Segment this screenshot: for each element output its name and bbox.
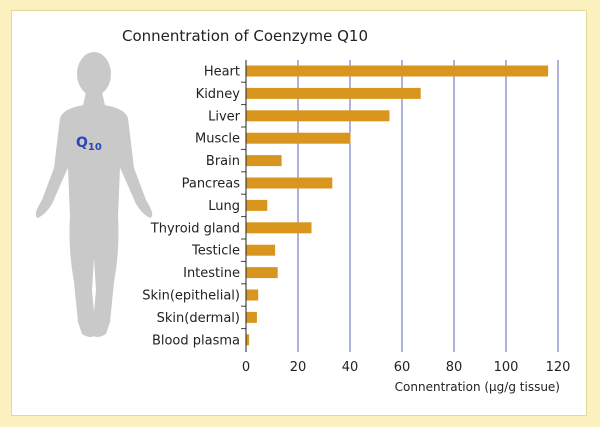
bar [246, 311, 257, 323]
bar [246, 334, 250, 346]
category-label: Brain [206, 154, 240, 169]
bars [241, 65, 549, 346]
category-labels: Heart Kidney Liver Muscle Brain Pancreas Lung T… [142, 65, 240, 349]
x-tick-label: 60 [394, 360, 411, 375]
category-label: Skin(dermal) [157, 311, 240, 326]
chart-title: Connentration of Coenzyme Q10 [122, 27, 369, 45]
category-label: Heart [204, 65, 240, 80]
x-tick-labels: 0 20 40 60 80 100 120 [242, 360, 571, 375]
bar [246, 222, 312, 234]
human-silhouette-icon [35, 52, 153, 337]
bar [246, 244, 276, 256]
category-label: Testicle [191, 244, 240, 259]
bar [246, 267, 278, 279]
bar [246, 177, 333, 189]
bar [246, 289, 259, 301]
bar [246, 65, 549, 77]
x-tick-label: 100 [494, 360, 519, 375]
q10-label: Q10 [76, 135, 102, 153]
x-tick-label: 80 [446, 360, 463, 375]
q10-label-q: Q [76, 135, 88, 151]
category-label: Muscle [195, 132, 240, 147]
x-tick-label: 0 [242, 360, 250, 375]
x-tick-label: 120 [546, 360, 571, 375]
bar [246, 132, 351, 144]
x-axis-title: Connentration (µg/g tissue) [395, 380, 560, 394]
bar [246, 110, 390, 122]
x-tick-label: 20 [290, 360, 307, 375]
category-label: Pancreas [182, 177, 241, 192]
category-label: Liver [208, 109, 241, 124]
category-label: Skin(epithelial) [142, 289, 240, 304]
bar [246, 199, 268, 211]
category-label: Lung [208, 199, 240, 214]
category-label: Intestine [183, 266, 240, 281]
category-label: Blood plasma [152, 333, 240, 348]
x-tick-label: 40 [342, 360, 359, 375]
q10-label-subscript: 10 [88, 142, 102, 153]
category-label: Thyroid gland [150, 221, 240, 236]
category-label: Kidney [196, 87, 241, 102]
bar [246, 155, 282, 167]
gridlines [297, 60, 559, 352]
bar [246, 87, 421, 99]
